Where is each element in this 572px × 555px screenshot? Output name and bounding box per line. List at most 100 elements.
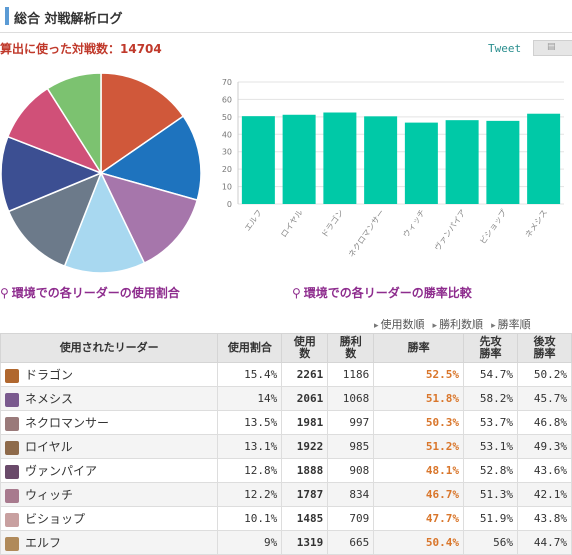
sort-by-uses-link[interactable]: 使用数順 — [374, 318, 425, 331]
location-pin-icon: ⚲ — [0, 286, 9, 300]
tweet-link[interactable]: Tweet — [488, 42, 522, 55]
second-winrate-cell: 46.8% — [516, 410, 572, 435]
wins-cell: 834 — [327, 482, 375, 507]
second-winrate-cell: 43.6% — [516, 458, 572, 483]
second-winrate-cell: 42.1% — [516, 482, 572, 507]
location-pin-icon: ⚲ — [292, 286, 301, 300]
y-tick-label: 50 — [222, 113, 232, 122]
share-cell: 9% — [217, 530, 283, 555]
y-tick-label: 40 — [222, 130, 232, 139]
wins-cell: 709 — [327, 506, 375, 531]
uses-cell: 1319 — [281, 530, 329, 555]
col-share[interactable]: 使用割合 — [217, 333, 283, 363]
y-tick-label: 0 — [227, 200, 232, 209]
sort-by-winrate-link[interactable]: 勝率順 — [491, 318, 531, 331]
bar — [323, 112, 357, 204]
uses-cell: 1787 — [281, 482, 329, 507]
table-row: ロイヤル 13.1% 1922 985 51.2% 53.1% 49.3% — [0, 434, 572, 459]
col-winrate[interactable]: 勝率 — [373, 333, 465, 363]
winrate-cell: 46.7% — [373, 482, 465, 507]
bar — [364, 116, 398, 204]
leader-avatar-icon — [5, 512, 19, 527]
table-row: ネメシス 14% 2061 1068 51.8% 58.2% 45.7% — [0, 386, 572, 411]
document-icon: ▤ — [547, 42, 556, 52]
winrate-cell: 48.1% — [373, 458, 465, 483]
leader-avatar-icon — [5, 464, 19, 479]
leader-stats-table: 使用されたリーダー 使用割合 使用数 勝利数 勝率 先攻 勝率 後攻 勝率 ドラゴン… — [0, 333, 572, 555]
sort-by-wins-link[interactable]: 勝利数順 — [433, 318, 484, 331]
x-tick-label: ヴァンパイア — [432, 207, 468, 252]
y-tick-label: 70 — [222, 78, 232, 87]
uses-cell: 2261 — [281, 362, 329, 387]
leader-cell: ネメシス — [0, 386, 219, 411]
winrate-cell: 51.8% — [373, 386, 465, 411]
first-winrate-cell: 51.3% — [463, 482, 518, 507]
leader-name: ドラゴン — [25, 368, 74, 382]
wins-cell: 908 — [327, 458, 375, 483]
winrate-cell: 50.4% — [373, 530, 465, 555]
leader-cell: エルフ — [0, 530, 219, 555]
table-row: ドラゴン 15.4% 2261 1186 52.5% 54.7% 50.2% — [0, 362, 572, 387]
share-cell: 12.2% — [217, 482, 283, 507]
leader-cell: ロイヤル — [0, 434, 219, 459]
uses-cell: 1888 — [281, 458, 329, 483]
second-winrate-cell: 43.8% — [516, 506, 572, 531]
y-tick-label: 20 — [222, 165, 232, 174]
uses-cell: 1981 — [281, 410, 329, 435]
table-row: ネクロマンサー 13.5% 1981 997 50.3% 53.7% 46.8% — [0, 410, 572, 435]
second-winrate-cell: 50.2% — [516, 362, 572, 387]
share-cell: 14% — [217, 386, 283, 411]
pie-slice — [99, 171, 199, 265]
col-uses[interactable]: 使用数 — [281, 333, 329, 363]
leader-cell: ビショップ — [0, 506, 219, 531]
leader-name: ネメシス — [25, 392, 74, 406]
bar — [445, 120, 479, 204]
col-first-winrate[interactable]: 先攻 勝率 — [463, 333, 518, 363]
pie-slice — [100, 72, 185, 175]
leader-name: ヴァンパイア — [25, 464, 98, 478]
share-cell: 15.4% — [217, 362, 283, 387]
col-leader[interactable]: 使用されたリーダー — [0, 333, 219, 363]
x-tick-label: ビショップ — [478, 208, 508, 246]
leader-avatar-icon — [5, 368, 19, 383]
col-wins[interactable]: 勝利数 — [327, 333, 375, 363]
leader-cell: ウィッチ — [0, 482, 219, 507]
share-cell: 13.1% — [217, 434, 283, 459]
x-tick-label: ウィッチ — [401, 208, 427, 239]
leader-avatar-icon — [5, 488, 19, 503]
first-winrate-cell: 53.7% — [463, 410, 518, 435]
page-title: 総合 対戦解析ログ — [14, 12, 123, 27]
winrate-cell: 47.7% — [373, 506, 465, 531]
share-cell: 13.5% — [217, 410, 283, 435]
first-winrate-cell: 58.2% — [463, 386, 518, 411]
leader-winrate-bar-chart: 0 10 20 30 40 50 60 70 エルフ ロイヤル ドラゴン ネクロマンサー ウィッチ ヴァン… — [222, 78, 564, 259]
table-row: エルフ 9% 1319 665 50.4% 56% 44.7% — [0, 530, 572, 555]
leader-cell: ネクロマンサー — [0, 410, 219, 435]
page-header: 総合 対戦解析ログ — [0, 0, 572, 33]
winrate-cell: 50.3% — [373, 410, 465, 435]
first-winrate-cell: 56% — [463, 530, 518, 555]
leader-name: ロイヤル — [25, 440, 73, 454]
first-winrate-cell: 53.1% — [463, 434, 518, 459]
col-second-winrate[interactable]: 後攻 勝率 — [516, 333, 572, 363]
share-button[interactable]: ▤ — [533, 40, 572, 56]
wins-cell: 665 — [327, 530, 375, 555]
header-accent-bar — [5, 7, 9, 25]
x-tick-label: ドラゴン — [319, 207, 346, 239]
leader-avatar-icon — [5, 392, 19, 407]
pie-slice — [99, 115, 202, 202]
leader-avatar-icon — [5, 416, 19, 431]
share-cell: 10.1% — [217, 506, 283, 531]
leader-avatar-icon — [5, 536, 19, 551]
wins-cell: 1068 — [327, 386, 375, 411]
bar — [404, 122, 438, 204]
y-tick-label: 30 — [222, 148, 232, 157]
first-winrate-cell: 52.8% — [463, 458, 518, 483]
leader-avatar-icon — [5, 440, 19, 455]
uses-cell: 1485 — [281, 506, 329, 531]
table-row: ウィッチ 12.2% 1787 834 46.7% 51.3% 42.1% — [0, 482, 572, 507]
y-tick-label: 60 — [222, 95, 232, 104]
first-winrate-cell: 54.7% — [463, 362, 518, 387]
leader-cell: ドラゴン — [0, 362, 219, 387]
pie-caption: ⚲ 環境での各リーダーの使用割合 — [0, 286, 180, 300]
